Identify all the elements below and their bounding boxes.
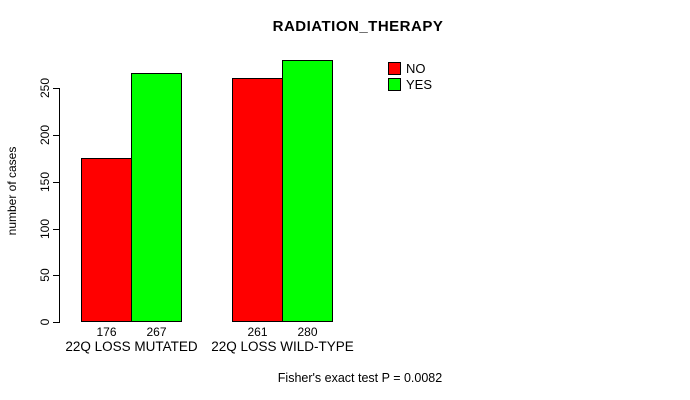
legend-item-yes: YES: [388, 77, 432, 92]
y-tick: [53, 229, 59, 230]
legend-swatch-no: [388, 62, 401, 75]
chart-title: RADIATION_THERAPY: [272, 18, 444, 35]
y-tick: [53, 275, 59, 276]
x-category-label: 22Q LOSS WILD-TYPE: [211, 339, 354, 354]
y-tick-label: 250: [38, 77, 52, 99]
legend: NO YES: [388, 61, 432, 93]
bar-value-label: 176: [96, 325, 117, 339]
y-tick: [53, 135, 59, 136]
y-axis-label: number of cases: [5, 146, 19, 236]
bar-value-label: 267: [146, 325, 167, 339]
legend-swatch-yes: [388, 78, 401, 91]
legend-label-no: NO: [406, 61, 426, 76]
y-tick: [53, 322, 59, 323]
legend-label-yes: YES: [406, 77, 433, 92]
legend-item-no: NO: [388, 61, 432, 76]
bar-22q-loss-mutated-no: [81, 158, 132, 322]
x-category-label: 22Q LOSS MUTATED: [65, 339, 198, 354]
y-tick-label: 150: [38, 171, 52, 193]
bar-value-label: 280: [297, 325, 318, 339]
bar-22q-loss-wild-type-yes: [282, 60, 333, 322]
bar-22q-loss-wild-type-no: [232, 78, 283, 322]
y-tick-label: 100: [38, 218, 52, 240]
y-tick: [53, 88, 59, 89]
bar-22q-loss-mutated-yes: [131, 73, 182, 322]
y-tick-label: 0: [38, 318, 52, 326]
bar-value-label: 261: [247, 325, 268, 339]
y-tick-label: 200: [38, 124, 52, 146]
y-tick: [53, 182, 59, 183]
y-tick-label: 50: [38, 268, 52, 282]
y-axis-line: [59, 88, 60, 323]
fisher-test-caption: Fisher's exact test P = 0.0082: [277, 371, 443, 385]
